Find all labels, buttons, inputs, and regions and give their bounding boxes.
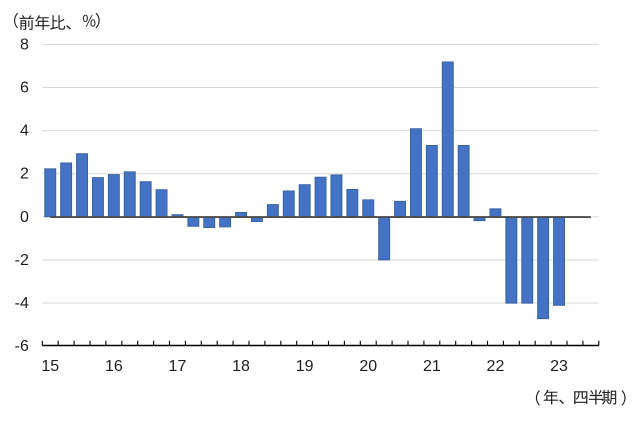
svg-text:8: 8: [20, 36, 29, 53]
svg-text:21: 21: [423, 358, 441, 375]
svg-text:17: 17: [169, 358, 187, 375]
svg-text:22: 22: [487, 358, 505, 375]
svg-text:16: 16: [105, 358, 123, 375]
svg-text:-4: -4: [15, 295, 29, 312]
svg-text:18: 18: [232, 358, 250, 375]
svg-text:2: 2: [20, 166, 29, 183]
svg-text:4: 4: [20, 123, 29, 140]
svg-text:20: 20: [359, 358, 377, 375]
svg-text:6: 6: [20, 80, 29, 97]
svg-text:-2: -2: [15, 252, 29, 269]
svg-text:23: 23: [550, 358, 568, 375]
svg-text:0: 0: [20, 209, 29, 226]
svg-text:15: 15: [41, 358, 59, 375]
svg-text:-6: -6: [15, 338, 29, 355]
svg-text:19: 19: [296, 358, 314, 375]
